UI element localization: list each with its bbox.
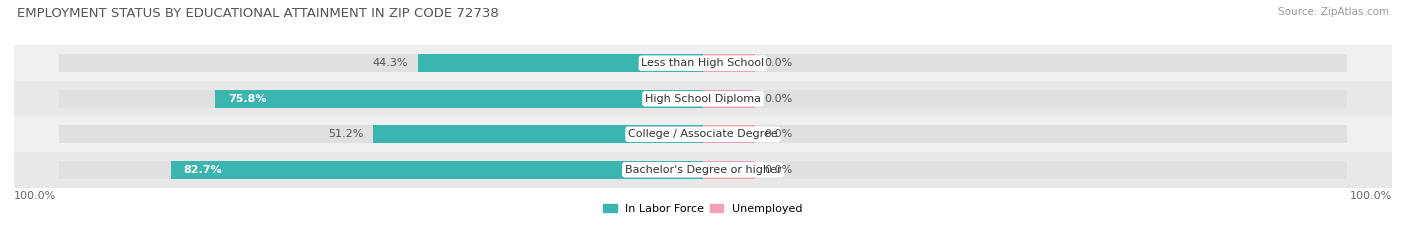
Bar: [703, 161, 1347, 179]
Text: Less than High School: Less than High School: [641, 58, 765, 68]
Bar: [703, 54, 755, 72]
Bar: [14, 116, 1392, 152]
Bar: [14, 152, 1392, 188]
Bar: [14, 81, 1392, 116]
Bar: [703, 125, 1347, 144]
Text: Bachelor's Degree or higher: Bachelor's Degree or higher: [624, 165, 782, 175]
Bar: [703, 89, 1347, 108]
Bar: [14, 45, 1392, 81]
Legend: In Labor Force, Unemployed: In Labor Force, Unemployed: [599, 199, 807, 218]
Bar: [170, 161, 703, 179]
Bar: [59, 54, 703, 72]
Text: EMPLOYMENT STATUS BY EDUCATIONAL ATTAINMENT IN ZIP CODE 72738: EMPLOYMENT STATUS BY EDUCATIONAL ATTAINM…: [17, 7, 499, 20]
Text: 82.7%: 82.7%: [183, 165, 222, 175]
Bar: [418, 54, 703, 72]
Text: College / Associate Degree: College / Associate Degree: [628, 129, 778, 139]
Text: 0.0%: 0.0%: [765, 94, 793, 104]
Text: High School Diploma: High School Diploma: [645, 94, 761, 104]
Bar: [215, 89, 703, 108]
Text: 51.2%: 51.2%: [329, 129, 364, 139]
Bar: [59, 89, 703, 108]
Text: 0.0%: 0.0%: [765, 58, 793, 68]
Text: 44.3%: 44.3%: [373, 58, 408, 68]
Bar: [59, 161, 703, 179]
Text: Source: ZipAtlas.com: Source: ZipAtlas.com: [1278, 7, 1389, 17]
Text: 0.0%: 0.0%: [765, 165, 793, 175]
Bar: [374, 125, 703, 144]
Text: 75.8%: 75.8%: [228, 94, 266, 104]
Text: 100.0%: 100.0%: [1350, 191, 1392, 201]
Bar: [59, 125, 703, 144]
Bar: [703, 125, 755, 144]
Text: 100.0%: 100.0%: [14, 191, 56, 201]
Bar: [703, 161, 755, 179]
Text: 0.0%: 0.0%: [765, 129, 793, 139]
Bar: [703, 54, 1347, 72]
Bar: [703, 89, 755, 108]
